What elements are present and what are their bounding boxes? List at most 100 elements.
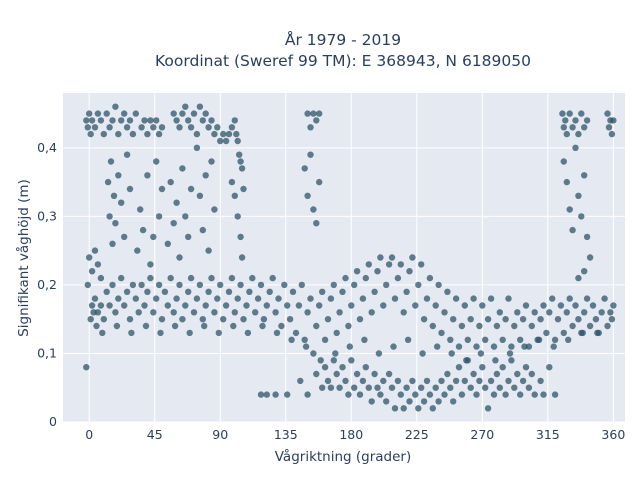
data-point	[412, 391, 419, 398]
data-point	[278, 322, 285, 330]
data-point	[123, 288, 131, 295]
data-point	[345, 322, 352, 330]
data-point	[415, 405, 422, 412]
data-point	[492, 357, 499, 364]
data-point	[496, 309, 503, 316]
data-point	[222, 302, 230, 309]
data-point	[598, 309, 605, 316]
data-point	[412, 302, 419, 309]
data-point	[244, 329, 252, 337]
data-point	[563, 130, 570, 138]
data-point	[135, 309, 142, 316]
data-point	[521, 343, 528, 350]
data-point	[153, 117, 160, 124]
data-point	[391, 405, 399, 412]
data-point	[403, 288, 410, 295]
x-tick-label: 90	[212, 427, 228, 442]
data-point	[123, 124, 131, 131]
data-point	[103, 110, 110, 117]
data-point	[476, 377, 483, 385]
data-point	[586, 254, 594, 261]
data-point	[150, 233, 157, 241]
data-point	[479, 364, 486, 371]
data-point	[158, 185, 166, 193]
data-point	[234, 295, 241, 302]
data-point	[155, 130, 163, 138]
data-point	[365, 384, 372, 391]
data-point	[317, 357, 324, 364]
data-point	[581, 172, 588, 179]
data-point	[394, 377, 402, 385]
data-point	[121, 302, 128, 309]
data-point	[371, 288, 378, 295]
data-point	[444, 288, 451, 295]
chart-title: År 1979 - 2019	[285, 30, 401, 49]
data-point	[97, 302, 105, 309]
data-point	[201, 322, 208, 330]
data-point	[171, 322, 179, 330]
data-point	[511, 322, 518, 330]
data-point	[550, 343, 557, 350]
x-tick-label: 315	[536, 427, 560, 442]
data-point	[391, 295, 399, 302]
plot-area	[63, 93, 625, 422]
data-point	[452, 377, 460, 385]
data-point	[173, 117, 180, 124]
data-point	[385, 370, 393, 378]
data-point	[377, 391, 384, 398]
x-tick-label: 45	[147, 427, 163, 442]
data-point	[339, 364, 346, 371]
data-point	[514, 370, 521, 378]
data-point	[144, 172, 151, 179]
data-point	[499, 336, 506, 343]
data-point	[132, 110, 139, 117]
data-point	[438, 377, 445, 385]
data-point	[336, 309, 343, 316]
data-point	[182, 213, 189, 220]
data-point	[313, 117, 320, 124]
data-point	[535, 336, 543, 343]
data-point	[128, 329, 135, 337]
data-point	[470, 295, 477, 302]
data-point	[304, 309, 311, 316]
data-point	[88, 117, 96, 124]
data-point	[487, 377, 495, 385]
data-point	[461, 377, 468, 385]
data-point	[423, 295, 431, 302]
data-point	[470, 370, 477, 378]
data-point	[348, 357, 355, 364]
data-point	[608, 130, 616, 138]
data-point	[237, 233, 244, 241]
data-point	[375, 350, 383, 357]
data-point	[302, 343, 310, 350]
data-point	[233, 130, 240, 138]
data-point	[304, 192, 311, 199]
data-point	[484, 405, 492, 412]
data-point	[458, 322, 466, 330]
data-point	[362, 274, 369, 282]
x-tick-label: 225	[405, 427, 429, 442]
data-point	[176, 281, 183, 289]
data-point	[380, 302, 387, 309]
data-point	[569, 124, 576, 131]
data-point	[566, 295, 573, 302]
data-point	[106, 302, 113, 309]
data-point	[383, 281, 390, 289]
data-point	[464, 336, 471, 343]
data-point	[560, 329, 567, 337]
data-point	[134, 247, 141, 254]
data-point	[153, 295, 160, 302]
data-point	[147, 274, 154, 282]
data-point	[153, 158, 160, 165]
data-point	[115, 130, 122, 138]
data-point	[182, 103, 189, 110]
x-tick-label: 360	[601, 427, 625, 442]
data-point	[551, 391, 559, 398]
data-point	[109, 281, 116, 289]
data-point	[179, 165, 186, 172]
data-point	[473, 343, 480, 350]
data-point	[297, 377, 304, 385]
data-point	[238, 254, 246, 261]
data-point	[243, 302, 250, 309]
data-point	[400, 405, 407, 412]
